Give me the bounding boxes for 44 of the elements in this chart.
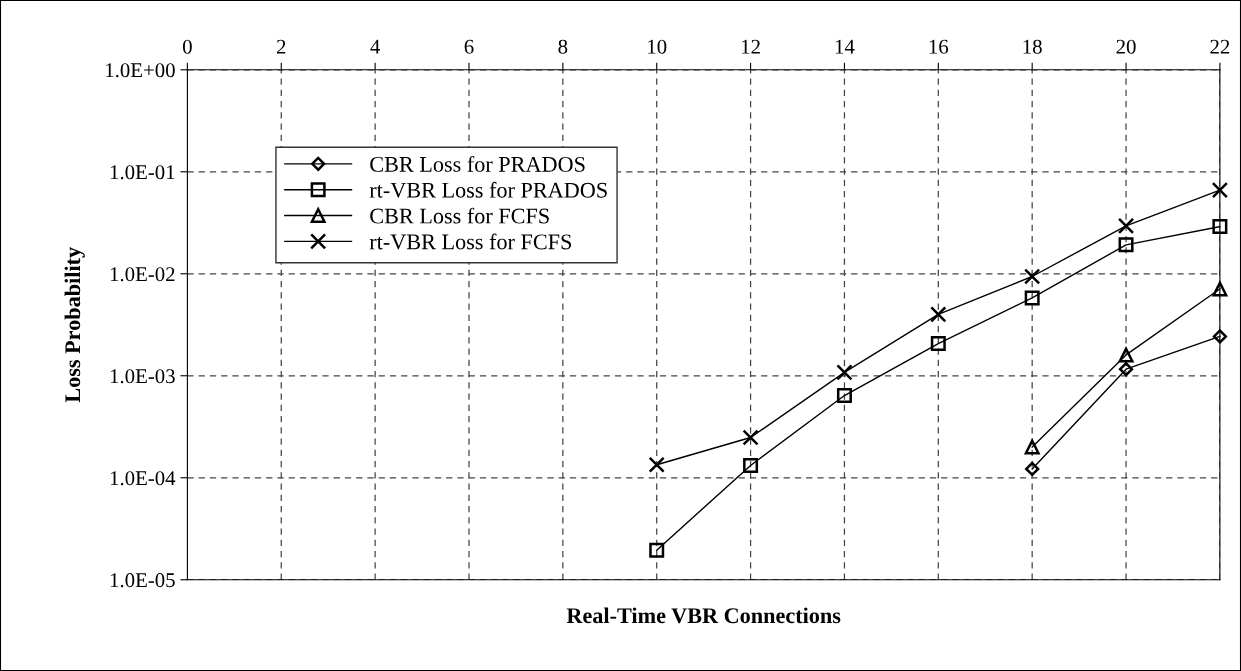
point — [649, 542, 665, 558]
x-tick-label: 12 — [742, 39, 760, 54]
point — [1211, 181, 1229, 199]
point — [1118, 347, 1134, 363]
point — [1118, 362, 1134, 377]
x-tick-label: 6 — [464, 39, 474, 54]
x-tick-label: 16 — [929, 39, 949, 54]
x-tick-label: 2 — [276, 39, 286, 54]
x-tick-label: 20 — [1116, 39, 1136, 54]
legend-label: CBR Loss for FCFS — [370, 207, 549, 224]
point — [930, 336, 946, 352]
y-tick-label: 1.0E+00 — [106, 63, 175, 78]
point — [1117, 217, 1135, 235]
x-tick-label: 14 — [835, 39, 855, 54]
point — [1212, 281, 1228, 297]
point — [1118, 237, 1134, 253]
point — [1023, 268, 1041, 285]
x-tick-label: 10 — [648, 39, 667, 54]
y-tick-label: 1.0E-03 — [110, 369, 175, 384]
y-tick-label: 1.0E-04 — [110, 471, 176, 486]
y-tick-label: 1.0E-05 — [110, 573, 175, 588]
point — [1212, 219, 1228, 235]
point — [1024, 290, 1040, 306]
point — [1212, 329, 1228, 344]
legend-label: CBR Loss for PRADOS — [370, 155, 585, 172]
point — [836, 364, 853, 381]
y-tick-label: 1.0E-01 — [110, 165, 175, 180]
point — [648, 456, 665, 473]
x-tick-label: 8 — [558, 39, 568, 54]
x-axis-title: Real-Time VBR Connections — [566, 607, 841, 624]
y-axis-title: Loss Probability — [64, 247, 85, 403]
point — [742, 429, 759, 446]
x-tick-label: 4 — [370, 39, 380, 54]
point — [1025, 461, 1040, 477]
y-tick-label: 1.0E-02 — [110, 267, 175, 282]
point — [836, 388, 852, 404]
legend-label: rt-VBR Loss for FCFS — [369, 233, 572, 250]
point — [1024, 439, 1040, 455]
point — [743, 457, 759, 473]
x-tick-label: 0 — [182, 39, 192, 54]
legend-label: rt-VBR Loss for PRADOS — [369, 181, 607, 198]
point — [930, 306, 947, 323]
x-tick-label: 18 — [1023, 39, 1042, 54]
x-tick-label: 22 — [1210, 39, 1230, 54]
